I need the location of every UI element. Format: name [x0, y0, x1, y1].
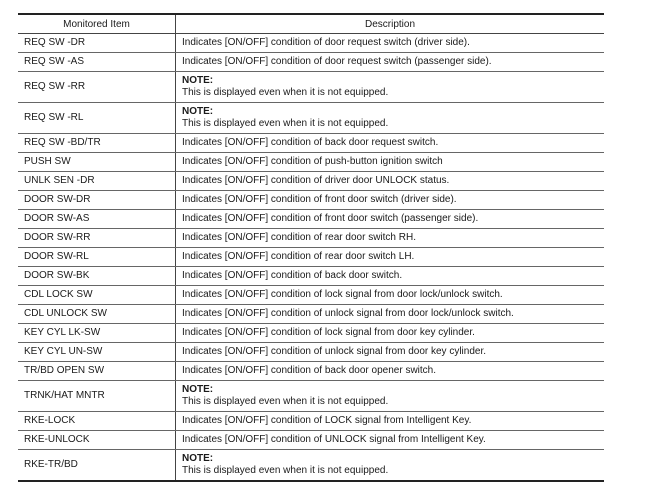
- monitored-item-cell: KEY CYL UN-SW: [18, 342, 176, 362]
- monitored-item-cell: DOOR SW-AS: [18, 209, 176, 229]
- monitored-item-cell: RKE-TR/BD: [18, 449, 176, 482]
- monitored-item-cell: REQ SW -AS: [18, 52, 176, 72]
- table-row: RKE-TR/BD NOTE: This is displayed even whe…: [18, 449, 604, 482]
- table-row: REQ SW -RR NOTE: This is displayed even wh…: [18, 71, 604, 103]
- description-cell: Indicates [ON/OFF] condition of LOCK sig…: [175, 411, 604, 431]
- description-cell: NOTE: This is displayed even when it is n…: [175, 380, 604, 412]
- monitored-item-cell: CDL LOCK SW: [18, 285, 176, 305]
- table-row: PUSH SW Indicates [ON/OFF] condition of p…: [18, 152, 604, 172]
- table-header-row: Monitored Item Description: [18, 13, 604, 34]
- monitored-item-cell: RKE-LOCK: [18, 411, 176, 431]
- header-description: Description: [175, 13, 604, 34]
- note-label: NOTE:: [182, 453, 214, 464]
- table-row: REQ SW -AS Indicates [ON/OFF] condition o…: [18, 52, 604, 72]
- monitored-item-cell: CDL UNLOCK SW: [18, 304, 176, 324]
- monitored-item-cell: REQ SW -BD/TR: [18, 133, 176, 153]
- header-monitored-item: Monitored Item: [18, 13, 176, 34]
- monitored-item-cell: REQ SW -RL: [18, 102, 176, 134]
- description-cell: Indicates [ON/OFF] condition of driver d…: [175, 171, 604, 191]
- description-cell: Indicates [ON/OFF] condition of unlock s…: [175, 304, 604, 324]
- table-row: DOOR SW-DR Indicates [ON/OFF] condition o…: [18, 190, 604, 210]
- description-cell: Indicates [ON/OFF] condition of door req…: [175, 33, 604, 53]
- note-label: NOTE:: [182, 384, 214, 395]
- table-row: CDL UNLOCK SW Indicates [ON/OFF] conditio…: [18, 304, 604, 324]
- monitored-item-cell: KEY CYL LK-SW: [18, 323, 176, 343]
- monitored-item-cell: UNLK SEN -DR: [18, 171, 176, 191]
- table-row: TR/BD OPEN SW Indicates [ON/OFF] conditio…: [18, 361, 604, 381]
- description-text: This is displayed even when it is not eq…: [182, 87, 389, 98]
- table-row: DOOR SW-RL Indicates [ON/OFF] condition o…: [18, 247, 604, 267]
- description-cell: Indicates [ON/OFF] condition of front do…: [175, 190, 604, 210]
- table-row: REQ SW -RL NOTE: This is displayed even wh…: [18, 102, 604, 134]
- table-row: RKE-UNLOCK Indicates [ON/OFF] condition o…: [18, 430, 604, 450]
- description-cell: Indicates [ON/OFF] condition of door req…: [175, 52, 604, 72]
- monitored-item-cell: TR/BD OPEN SW: [18, 361, 176, 381]
- monitored-item-cell: REQ SW -DR: [18, 33, 176, 53]
- table-row: REQ SW -DR Indicates [ON/OFF] condition o…: [18, 33, 604, 53]
- description-cell: Indicates [ON/OFF] condition of rear doo…: [175, 247, 604, 267]
- monitored-item-cell: RKE-UNLOCK: [18, 430, 176, 450]
- description-text: This is displayed even when it is not eq…: [182, 465, 389, 476]
- table-row: TRNK/HAT MNTR NOTE: This is displayed even…: [18, 380, 604, 412]
- table-row: CDL LOCK SW Indicates [ON/OFF] condition …: [18, 285, 604, 305]
- description-cell: Indicates [ON/OFF] condition of front do…: [175, 209, 604, 229]
- description-cell: Indicates [ON/OFF] condition of lock sig…: [175, 285, 604, 305]
- description-cell: Indicates [ON/OFF] condition of push-but…: [175, 152, 604, 172]
- description-cell: Indicates [ON/OFF] condition of unlock s…: [175, 342, 604, 362]
- monitored-item-cell: TRNK/HAT MNTR: [18, 380, 176, 412]
- description-cell: Indicates [ON/OFF] condition of UNLOCK s…: [175, 430, 604, 450]
- monitored-item-cell: REQ SW -RR: [18, 71, 176, 103]
- monitored-item-cell: PUSH SW: [18, 152, 176, 172]
- table-row: KEY CYL LK-SW Indicates [ON/OFF] conditio…: [18, 323, 604, 343]
- description-text: This is displayed even when it is not eq…: [182, 396, 389, 407]
- table-row: DOOR SW-RR Indicates [ON/OFF] condition o…: [18, 228, 604, 248]
- monitored-item-cell: DOOR SW-RR: [18, 228, 176, 248]
- note-label: NOTE:: [182, 106, 214, 117]
- table-row: DOOR SW-BK Indicates [ON/OFF] condition o…: [18, 266, 604, 286]
- note-label: NOTE:: [182, 75, 214, 86]
- description-cell: Indicates [ON/OFF] condition of lock sig…: [175, 323, 604, 343]
- description-text: This is displayed even when it is not eq…: [182, 118, 389, 129]
- table-row: REQ SW -BD/TR Indicates [ON/OFF] conditio…: [18, 133, 604, 153]
- monitored-item-cell: DOOR SW-BK: [18, 266, 176, 286]
- table-row: RKE-LOCK Indicates [ON/OFF] condition of …: [18, 411, 604, 431]
- description-cell: Indicates [ON/OFF] condition of rear doo…: [175, 228, 604, 248]
- table-row: UNLK SEN -DR Indicates [ON/OFF] condition…: [18, 171, 604, 191]
- description-cell: NOTE: This is displayed even when it is n…: [175, 102, 604, 134]
- monitored-items-table: Monitored Item Description REQ SW -DR Ind…: [18, 13, 604, 482]
- description-cell: Indicates [ON/OFF] condition of back doo…: [175, 266, 604, 286]
- description-cell: Indicates [ON/OFF] condition of back doo…: [175, 133, 604, 153]
- description-cell: Indicates [ON/OFF] condition of back doo…: [175, 361, 604, 381]
- description-cell: NOTE: This is displayed even when it is n…: [175, 71, 604, 103]
- monitored-item-cell: DOOR SW-RL: [18, 247, 176, 267]
- table-row: KEY CYL UN-SW Indicates [ON/OFF] conditio…: [18, 342, 604, 362]
- description-cell: NOTE: This is displayed even when it is n…: [175, 449, 604, 482]
- monitored-item-cell: DOOR SW-DR: [18, 190, 176, 210]
- table-row: DOOR SW-AS Indicates [ON/OFF] condition o…: [18, 209, 604, 229]
